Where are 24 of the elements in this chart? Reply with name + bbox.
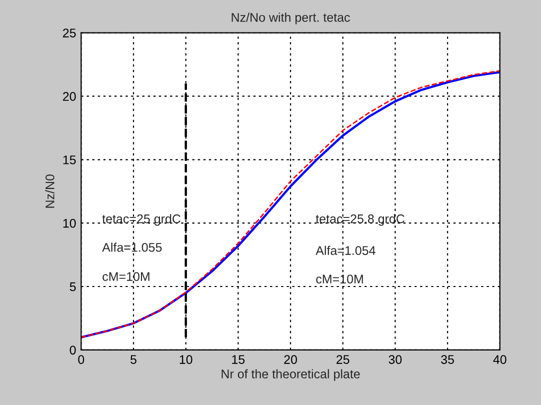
annotation: tetac=25.8 grdC bbox=[316, 214, 404, 226]
x-tick-label: 25 bbox=[336, 355, 350, 364]
x-tick-label: 20 bbox=[284, 355, 297, 364]
x-tick-label: 35 bbox=[441, 355, 454, 364]
y-tick-label: 5 bbox=[70, 282, 76, 292]
x-axis-title: Nr of the theoretical plate bbox=[222, 369, 360, 381]
annotation: cM=10M bbox=[316, 274, 363, 284]
x-tick-label: 10 bbox=[180, 355, 192, 364]
x-tick-label: 30 bbox=[388, 355, 402, 364]
annotation: cM=10M bbox=[102, 272, 150, 281]
y-tick-label: 10 bbox=[63, 218, 76, 228]
y-tick-label: 25 bbox=[63, 28, 76, 38]
annotation: Alfa=1.054 bbox=[316, 246, 376, 255]
x-tick-label: 5 bbox=[130, 355, 136, 364]
annotation: Alfa=1.055 bbox=[102, 242, 162, 252]
chart-title: Nz/No with pert. tetac bbox=[232, 12, 350, 24]
annotation: tetac=25 grdC bbox=[102, 214, 180, 226]
x-tick-label: 0 bbox=[78, 355, 84, 364]
y-tick-label: 0 bbox=[70, 346, 76, 355]
y-tick-label: 20 bbox=[63, 92, 76, 101]
y-tick-label: 15 bbox=[63, 156, 76, 164]
x-tick-label: 40 bbox=[493, 355, 506, 364]
y-axis-title: Nz/N0 bbox=[45, 174, 54, 208]
x-tick-label: 15 bbox=[232, 355, 245, 364]
